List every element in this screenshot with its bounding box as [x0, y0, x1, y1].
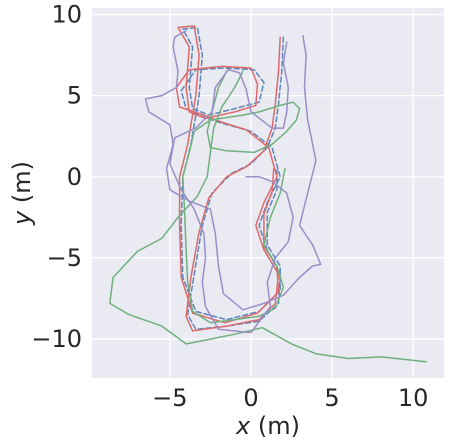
trajectory-line-2	[175, 25, 281, 332]
trajectory-line-4-segment-2	[169, 41, 294, 334]
y-tick-label: −5	[47, 244, 82, 272]
y-tick-label: 0	[67, 163, 82, 191]
y-tick-labels: −10 −5 0 5 10	[31, 0, 82, 353]
x-tick-label: 10	[398, 384, 429, 412]
trajectory-line-3	[109, 70, 427, 363]
trajectory-line-4	[144, 29, 322, 311]
x-axis-label: x (m)	[235, 412, 300, 440]
x-tick-label: 0	[243, 384, 258, 412]
y-tick-label: 10	[51, 0, 82, 28]
y-tick-label: 5	[67, 82, 82, 110]
x-tick-label: 5	[324, 384, 339, 412]
x-tick-label: −5	[152, 384, 187, 412]
y-axis-label: y (m)	[8, 161, 36, 226]
trajectory-series	[109, 25, 427, 363]
trajectory-line-3-segment-2	[182, 70, 301, 324]
x-tick-labels: −5 0 5 10	[152, 384, 428, 412]
y-tick-label: −10	[31, 325, 82, 353]
